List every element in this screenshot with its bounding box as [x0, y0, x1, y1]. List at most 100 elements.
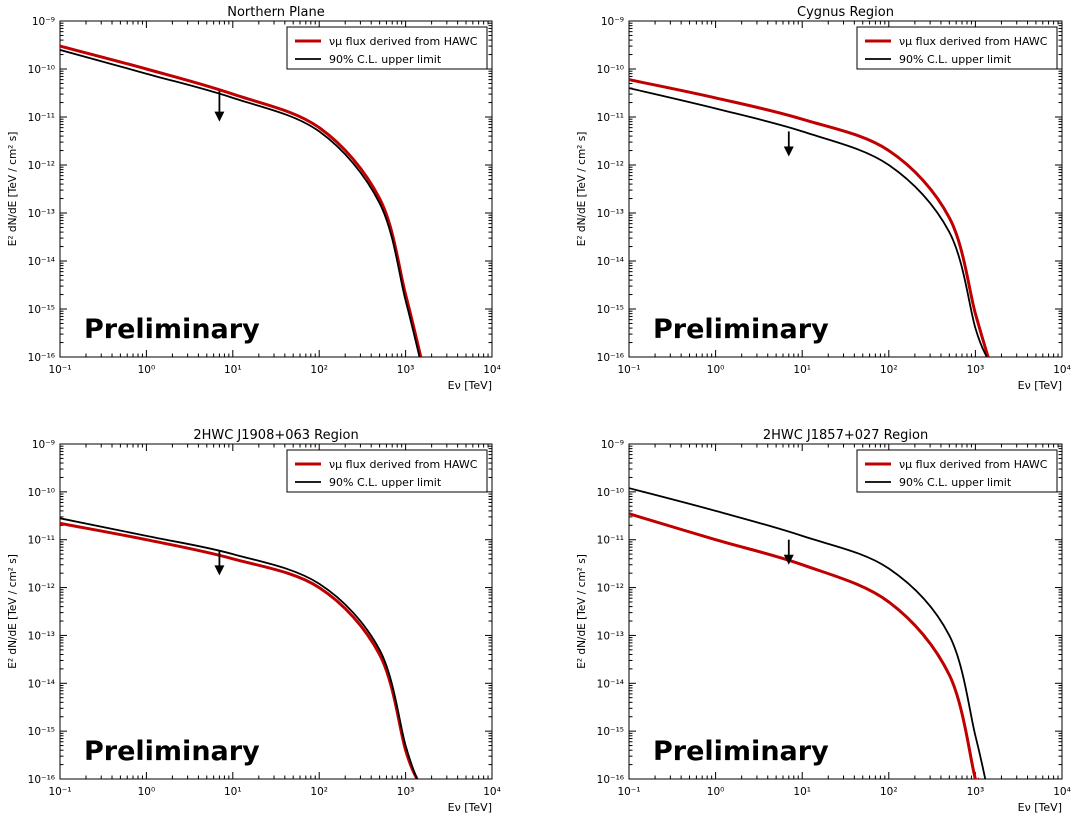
upper-limit-arrow-head	[214, 565, 225, 576]
y-tick-label: 10⁻¹⁴	[597, 678, 624, 690]
flux-curve	[60, 521, 419, 779]
legend-label: 90% C.L. upper limit	[329, 53, 442, 66]
upper-limit-arrow-head	[783, 146, 794, 157]
upper-limit-curve	[629, 487, 987, 779]
y-tick-label: 10⁻¹¹	[28, 535, 55, 547]
y-tick-label: 10⁻¹²	[597, 160, 624, 172]
x-tick-label: 10⁴	[483, 786, 501, 798]
plot-frame	[628, 20, 1063, 358]
y-tick-label: 10⁻¹⁰	[597, 487, 624, 499]
y-tick-label: 10⁻¹³	[597, 630, 624, 642]
y-tick-label: 10⁻¹¹	[597, 535, 624, 547]
x-tick-label: 10⁻¹	[617, 364, 640, 376]
x-tick-label: 10¹	[224, 364, 242, 376]
y-tick-label: 10⁻¹²	[597, 583, 624, 595]
legend-label: 90% C.L. upper limit	[899, 476, 1012, 489]
x-axis-label: Eν [TeV]	[1018, 379, 1062, 392]
x-tick-label: 10²	[880, 786, 898, 798]
y-tick-label: 10⁻⁹	[32, 439, 55, 451]
y-tick-label: 10⁻¹⁶	[28, 352, 55, 364]
y-tick-label: 10⁻¹⁰	[28, 64, 55, 76]
y-tick-label: 10⁻¹¹	[597, 112, 624, 124]
y-tick-label: 10⁻⁹	[601, 16, 624, 28]
legend-box	[286, 449, 488, 493]
y-tick-label: 10⁻¹⁵	[28, 726, 55, 738]
y-axis-label: E² dN/dE [TeV / cm² s]	[7, 554, 19, 669]
chart-panel: 2HWC J1908+063 Region 10⁻¹ 10⁰ 10¹ 10² 10³ 10⁴…	[7, 428, 501, 814]
y-tick-label: 10⁻¹⁴	[28, 256, 55, 268]
x-axis-label: Eν [TeV]	[448, 379, 492, 392]
x-tick-label: 10¹	[224, 786, 242, 798]
y-tick-label: 10⁻¹³	[28, 208, 55, 220]
legend-box	[286, 26, 488, 70]
preliminary-label: Preliminary	[84, 736, 260, 767]
legend-label: νμ flux derived from HAWC	[329, 35, 478, 48]
flux-curve	[629, 78, 990, 357]
y-axis-label: E² dN/dE [TeV / cm² s]	[576, 554, 588, 669]
y-tick-label: 10⁻¹⁵	[597, 304, 624, 316]
x-tick-label: 10⁻¹	[48, 786, 71, 798]
y-axis-label: E² dN/dE [TeV / cm² s]	[576, 132, 588, 247]
legend-label: νμ flux derived from HAWC	[329, 458, 478, 471]
preliminary-label: Preliminary	[84, 314, 260, 345]
y-tick-label: 10⁻¹⁶	[597, 774, 624, 786]
x-tick-label: 10²	[310, 786, 328, 798]
legend-box	[856, 26, 1058, 70]
y-tick-label: 10⁻¹²	[28, 583, 55, 595]
preliminary-label: Preliminary	[653, 314, 829, 345]
x-tick-label: 10³	[397, 364, 415, 376]
x-tick-label: 10¹	[793, 786, 811, 798]
plot-frame	[59, 443, 493, 780]
y-tick-label: 10⁻¹⁵	[597, 726, 624, 738]
x-tick-label: 10⁴	[1053, 786, 1071, 798]
x-axis-label: Eν [TeV]	[1018, 801, 1062, 814]
upper-limit-arrow-head	[783, 554, 794, 565]
chart-panel: Cygnus Region 10⁻¹ 10⁰ 10¹ 10² 10³ 10⁴ 10⁻¹⁶ 10⁻…	[576, 5, 1071, 392]
x-tick-label: 10⁴	[483, 364, 501, 376]
y-tick-label: 10⁻¹⁶	[28, 774, 55, 786]
y-tick-label: 10⁻¹³	[597, 208, 624, 220]
x-tick-label: 10³	[967, 364, 985, 376]
x-tick-label: 10⁴	[1053, 364, 1071, 376]
legend-label: 90% C.L. upper limit	[899, 53, 1012, 66]
x-axis-label: Eν [TeV]	[448, 801, 492, 814]
y-tick-label: 10⁻¹²	[28, 160, 55, 172]
y-tick-label: 10⁻¹⁴	[28, 678, 55, 690]
upper-limit-curve	[629, 87, 988, 357]
upper-limit-curve	[60, 49, 421, 357]
chart-title: 2HWC J1857+027 Region	[763, 428, 928, 443]
y-axis-label: E² dN/dE [TeV / cm² s]	[7, 132, 19, 247]
x-tick-label: 10³	[397, 786, 415, 798]
chart-title: Cygnus Region	[797, 5, 894, 20]
plot-frame	[59, 20, 493, 358]
flux-curve	[629, 512, 981, 779]
x-tick-label: 10⁰	[138, 786, 156, 798]
y-tick-label: 10⁻⁹	[32, 16, 55, 28]
preliminary-label: Preliminary	[653, 736, 829, 767]
upper-limit-curve	[60, 517, 418, 779]
y-tick-label: 10⁻¹⁶	[597, 352, 624, 364]
chart-title: 2HWC J1908+063 Region	[193, 428, 358, 443]
y-tick-label: 10⁻¹⁵	[28, 304, 55, 316]
legend-box	[856, 449, 1058, 493]
chart-title: Northern Plane	[227, 5, 325, 20]
y-tick-label: 10⁻¹³	[28, 630, 55, 642]
chart-panel: 2HWC J1857+027 Region 10⁻¹ 10⁰ 10¹ 10² 10³ 10⁴…	[576, 428, 1071, 814]
y-tick-label: 10⁻¹¹	[28, 112, 55, 124]
x-tick-label: 10⁰	[707, 364, 725, 376]
legend-label: νμ flux derived from HAWC	[899, 35, 1048, 48]
x-tick-label: 10⁻¹	[617, 786, 640, 798]
chart-panel: Northern Plane 10⁻¹ 10⁰ 10¹ 10² 10³ 10⁴ 10⁻¹⁶ 10…	[7, 5, 501, 392]
legend-label: νμ flux derived from HAWC	[899, 458, 1048, 471]
x-tick-label: 10⁰	[707, 786, 725, 798]
upper-limit-arrow-head	[214, 111, 225, 122]
x-tick-label: 10⁰	[138, 364, 156, 376]
x-tick-label: 10³	[967, 786, 985, 798]
flux-curve	[60, 44, 423, 357]
y-tick-label: 10⁻¹⁰	[597, 64, 624, 76]
x-tick-label: 10¹	[793, 364, 811, 376]
y-tick-label: 10⁻¹⁰	[28, 487, 55, 499]
plot-frame	[628, 443, 1063, 780]
